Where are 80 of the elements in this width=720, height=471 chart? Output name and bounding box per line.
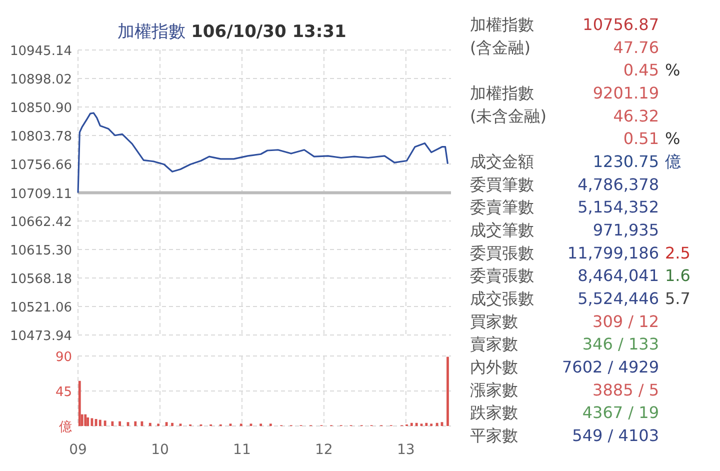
category-label: 成交張數 (470, 289, 534, 308)
text: 549 / 4103 (572, 426, 659, 445)
bar (86, 417, 90, 426)
text: 971,935 (592, 220, 659, 240)
category-label: (含金融) (470, 38, 530, 57)
bar (78, 380, 81, 426)
x-tick-label: 09 (69, 442, 87, 458)
bar (118, 421, 122, 426)
text: 4,786,378 (578, 174, 659, 194)
x-tick-label: 11 (233, 442, 251, 458)
bar (140, 421, 144, 426)
bar (415, 422, 418, 426)
text: 0.51 (623, 129, 659, 148)
category-label: 跌家數 (470, 403, 518, 422)
category-label: 漲家數 (470, 380, 518, 400)
text: 0.45 (623, 60, 659, 80)
category-label: 成交筆數 (470, 220, 534, 240)
y-tick-label: 10521.06 (10, 300, 72, 316)
category-label: 買家數 (470, 312, 518, 331)
x-tick-label: 12 (315, 442, 333, 458)
y-tick-label: 10756.66 (10, 158, 72, 173)
bar (134, 421, 137, 426)
y-tick-label: 10945.14 (10, 44, 72, 59)
text: 46.32 (613, 106, 659, 126)
bar (104, 420, 106, 426)
text: 3885 / 5 (592, 380, 659, 400)
bar (425, 422, 428, 426)
y-tick-label: 10568.18 (10, 272, 72, 287)
bar (98, 420, 102, 426)
y-tick-label: 10709.11 (10, 186, 72, 202)
category-label: 加權指數 (470, 15, 534, 34)
text: 10756.87 (582, 15, 659, 34)
y-tick-label: 90 (55, 350, 72, 365)
bar (111, 421, 114, 426)
text: 11,799,186 (567, 243, 659, 262)
bar (84, 414, 87, 426)
bar (446, 356, 449, 426)
text: 1.6 (665, 266, 690, 286)
text: 9201.19 (592, 84, 659, 102)
y-tick-label: 10662.42 (10, 215, 72, 230)
category-label: 平家數 (470, 426, 518, 445)
category-label: 內外數 (470, 358, 518, 376)
text: % (665, 60, 680, 80)
category-label: 委賣張數 (470, 266, 534, 286)
bar (171, 422, 174, 426)
bar (90, 418, 94, 426)
y-tick-label: 10615.30 (10, 244, 72, 258)
bar (410, 422, 413, 426)
y-tick-label: 10473.94 (10, 329, 72, 344)
text: 5.7 (665, 289, 690, 308)
bar (436, 422, 438, 426)
category-label: 委買張數 (470, 243, 534, 262)
text: 47.76 (613, 38, 659, 57)
text: 346 / 133 (582, 334, 659, 354)
y-tick-label: 10898.02 (10, 72, 72, 88)
x-tick-label: 13 (397, 442, 415, 458)
text: 1230.75 (592, 152, 659, 171)
y-tick-label: 10850.90 (10, 101, 72, 116)
category-label: 加權指數 (470, 84, 534, 102)
chart-title: 加權指數 106/10/30 13:31 (118, 22, 346, 42)
text: 5,524,446 (578, 289, 659, 308)
text: % (665, 129, 680, 148)
y-tick-label: 10803.78 (10, 130, 72, 144)
category-label: 委賣筆數 (470, 198, 534, 217)
text: 8,464,041 (578, 266, 659, 286)
text: 5,154,352 (578, 198, 659, 217)
category-label: (未含金融) (470, 106, 546, 126)
text: 2.5 (665, 243, 690, 262)
y-tick-label: 45 (55, 385, 72, 400)
category-label: 成交金額 (470, 152, 534, 171)
text: 4367 / 19 (582, 403, 659, 422)
text: 億 (665, 152, 681, 171)
bar (148, 422, 152, 426)
text: 7602 / 4929 (562, 358, 659, 376)
x-tick-label: 10 (151, 442, 169, 458)
category-label: 賣家數 (470, 334, 518, 354)
y-tick-label: 億 (59, 420, 72, 435)
category-label: 委買筆數 (470, 174, 534, 194)
text: 309 / 12 (592, 312, 659, 331)
line-series (77, 112, 449, 194)
